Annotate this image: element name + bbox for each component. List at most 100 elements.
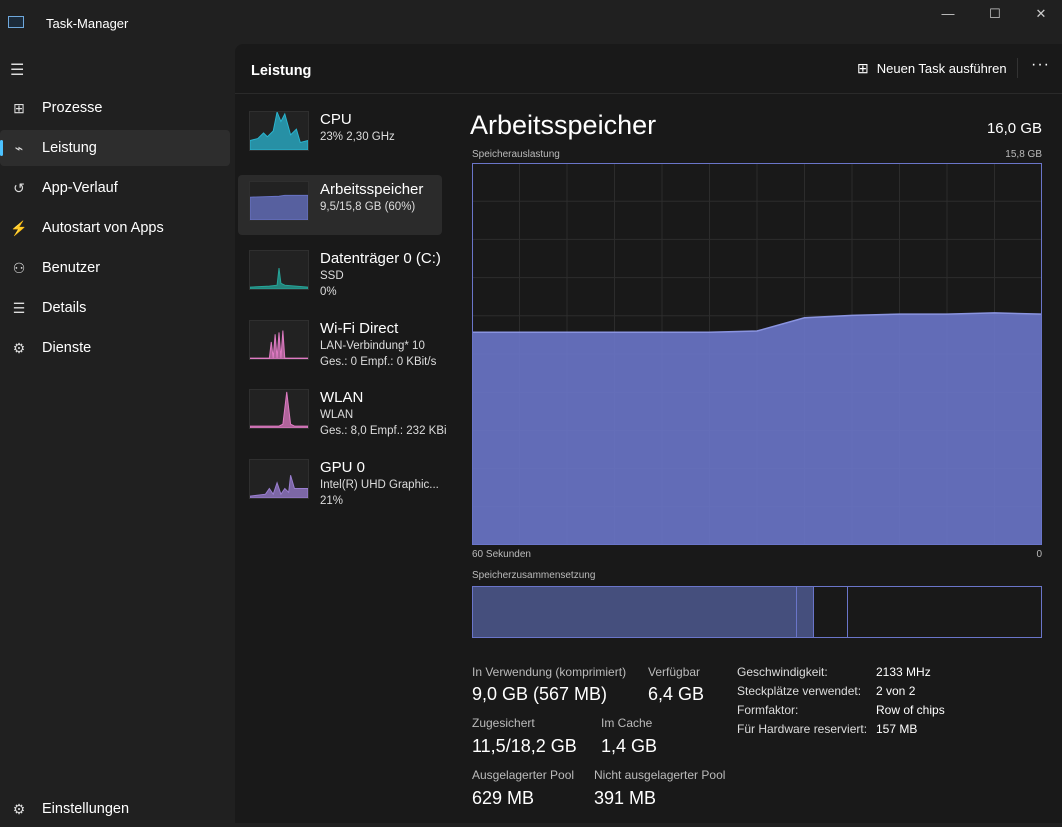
info-value: Row of chips	[876, 703, 945, 717]
main-panel: Leistung ⊞ Neuen Task ausführen ··· CPU …	[235, 44, 1062, 823]
performance-icon: ⌁	[14, 139, 24, 156]
title-bar: Task-Manager — ☐ ✕	[0, 0, 1062, 44]
task-manager-icon	[8, 16, 24, 28]
sidebar-item-settings[interactable]: ⚙ Einstellungen	[0, 791, 230, 827]
sidebar-item-benutzer[interactable]: ⚇ Benutzer	[0, 250, 230, 286]
device-detail: WLAN	[320, 409, 354, 421]
composition-in-use	[473, 587, 797, 637]
device-name: GPU 0	[320, 458, 366, 476]
new-task-icon: ⊞	[857, 60, 869, 76]
sidebar-item-label: Prozesse	[42, 100, 103, 116]
device-thumbnail-graph	[249, 250, 309, 290]
sidebar-item-label: Benutzer	[42, 260, 101, 276]
sidebar-item-app-verlauf[interactable]: ↺ App-Verlauf	[0, 170, 230, 206]
composition-label: Speicherzusammensetzung	[472, 570, 596, 581]
device-detail: 9,5/15,8 GB (60%)	[320, 200, 416, 213]
maximize-button[interactable]: ☐	[989, 6, 1001, 21]
device-thumbnail-graph	[249, 319, 309, 360]
info-key: Steckplätze verwendet:	[737, 684, 862, 698]
x-axis-right-label: 0	[1036, 549, 1042, 560]
info-value: 157 MB	[876, 722, 918, 736]
device-datentr-ger-0-c-[interactable]: Datenträger 0 (C:) SSD 0%	[238, 244, 442, 304]
composition-free	[847, 587, 1041, 637]
sidebar-item-label: Leistung	[42, 140, 97, 156]
new-task-label: Neuen Task ausführen	[876, 61, 1007, 76]
device-detail: Ges.: 0 Empf.: 0 KBit/s	[320, 355, 437, 368]
device-detail: 23% 2,30 GHz	[320, 131, 395, 143]
details-icon: ☰	[12, 299, 26, 316]
memory-usage-line	[472, 312, 1042, 333]
divider	[235, 93, 1062, 94]
sidebar: ☰ ⊞ Prozesse ⌁ Leistung ↺ App-Verlauf ⚡ Autosta…	[0, 44, 234, 823]
sidebar-item-label: Autostart von Apps	[42, 220, 164, 236]
device-thumbnail-graph	[249, 389, 309, 429]
device-wi-fi-direct[interactable]: Wi-Fi Direct LAN-Verbindung* 10 Ges.: 0 E…	[238, 314, 442, 374]
memory-usage-area	[472, 312, 1042, 545]
device-thumbnail-graph	[249, 180, 309, 221]
window-title: Task-Manager	[46, 16, 129, 31]
info-value: 2133 MHz	[876, 665, 931, 679]
more-options-button[interactable]: ···	[1031, 56, 1050, 73]
device-thumbnail-graph	[249, 111, 309, 151]
composition-modified	[796, 587, 814, 637]
sidebar-item-label: Details	[42, 300, 87, 316]
device-name: CPU	[320, 111, 352, 128]
committed-value: 11,5/18,2 GB	[472, 736, 577, 756]
composition-standby	[813, 587, 848, 637]
memory-composition-bar	[472, 586, 1042, 638]
in-use-value: 9,0 GB (567 MB)	[472, 684, 608, 704]
available-label: Verfügbar	[648, 665, 701, 679]
info-key: Formfaktor:	[737, 703, 799, 717]
close-button[interactable]: ✕	[1035, 6, 1047, 21]
nonpaged-pool-value: 391 MB	[594, 788, 657, 808]
device-detail: SSD	[320, 270, 344, 282]
x-axis-left-label: 60 Sekunden	[472, 549, 531, 560]
new-task-button[interactable]: ⊞ Neuen Task ausführen	[857, 60, 1007, 77]
device-name: Datenträger 0 (C:)	[320, 250, 441, 267]
info-value: 2 von 2	[876, 684, 916, 698]
cached-label: Im Cache	[601, 716, 653, 730]
divider	[1017, 58, 1018, 78]
usage-label: Speicherauslastung	[472, 149, 560, 160]
info-key: Geschwindigkeit:	[737, 665, 828, 679]
device-name: WLAN	[320, 389, 364, 406]
users-icon: ⚇	[12, 259, 26, 276]
device-detail: Ges.: 8,0 Empf.: 232 KBi	[320, 425, 447, 437]
sidebar-item-leistung[interactable]: ⌁ Leistung	[0, 130, 230, 166]
sidebar-item-dienste[interactable]: ⚙ Dienste	[0, 330, 230, 366]
page-title: Leistung	[251, 63, 312, 79]
sidebar-item-label: Dienste	[42, 340, 92, 356]
resource-title: Arbeitsspeicher	[470, 110, 657, 140]
device-wlan[interactable]: WLAN WLAN Ges.: 8,0 Empf.: 232 KBi	[238, 383, 447, 443]
nonpaged-pool-label: Nicht ausgelagerter Pool	[594, 768, 726, 782]
chart-border	[472, 163, 1042, 545]
device-gpu-0[interactable]: GPU 0 Intel(R) UHD Graphic... 21%	[238, 453, 442, 513]
device-detail: 0%	[320, 286, 337, 298]
startup-icon: ⚡	[10, 219, 28, 236]
sidebar-item-prozesse[interactable]: ⊞ Prozesse	[0, 90, 230, 126]
device-detail: LAN-Verbindung* 10	[320, 339, 425, 352]
cached-value: 1,4 GB	[601, 736, 658, 756]
sidebar-item-label: App-Verlauf	[42, 180, 118, 196]
hamburger-menu-icon[interactable]: ☰	[10, 62, 25, 79]
info-key: Für Hardware reserviert:	[737, 722, 868, 736]
device-detail: 21%	[320, 494, 344, 507]
paged-pool-value: 629 MB	[472, 788, 535, 808]
total-memory: 16,0 GB	[986, 120, 1042, 137]
history-icon: ↺	[13, 179, 25, 196]
device-name: Arbeitsspeicher	[320, 180, 424, 198]
device-arbeitsspeicher[interactable]: Arbeitsspeicher 9,5/15,8 GB (60%)	[238, 174, 442, 235]
device-thumbnail-graph	[249, 458, 309, 499]
device-cpu[interactable]: CPU 23% 2,30 GHz	[238, 105, 442, 165]
max-label: 15,8 GB	[1005, 149, 1042, 160]
sidebar-item-label: Einstellungen	[42, 801, 130, 817]
in-use-label: In Verwendung (komprimiert)	[472, 665, 627, 679]
paged-pool-label: Ausgelagerter Pool	[472, 768, 575, 782]
sidebar-item-autostart-von-apps[interactable]: ⚡ Autostart von Apps	[0, 210, 230, 246]
services-icon: ⚙	[12, 339, 26, 356]
sidebar-item-details[interactable]: ☰ Details	[0, 290, 230, 326]
device-detail: Intel(R) UHD Graphic...	[320, 478, 439, 491]
minimize-button[interactable]: —	[941, 6, 955, 21]
device-name: Wi-Fi Direct	[320, 319, 399, 337]
committed-label: Zugesichert	[472, 716, 535, 730]
